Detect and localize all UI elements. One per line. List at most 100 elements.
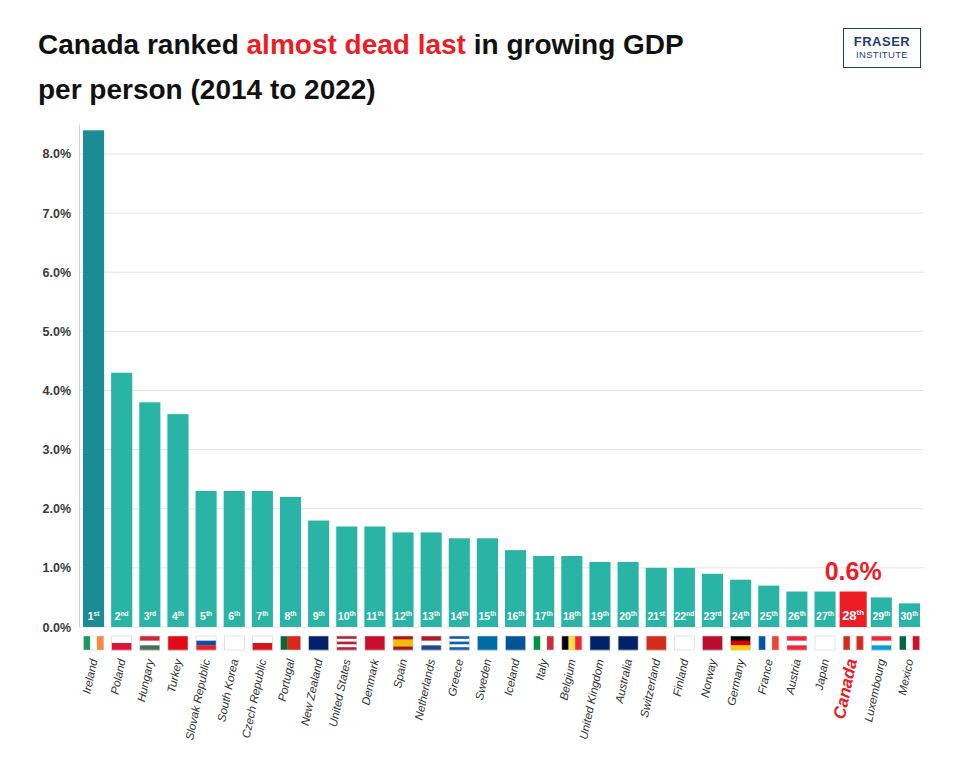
rank-number: 24 xyxy=(732,610,744,622)
category-label: Japan xyxy=(813,658,831,692)
flag-part xyxy=(857,636,864,650)
flag-border xyxy=(674,636,694,650)
flag xyxy=(871,636,891,650)
rank-suffix: st xyxy=(94,610,101,617)
flag-part xyxy=(575,636,582,650)
bar xyxy=(871,597,892,627)
flag-part xyxy=(90,636,97,650)
category-label: Germany xyxy=(725,657,747,707)
category-label: Austria xyxy=(783,658,802,696)
logo: FRASERINSTITUTE xyxy=(843,28,921,68)
flag-border xyxy=(506,636,526,650)
flag-border xyxy=(84,636,104,650)
flag-border xyxy=(646,636,666,650)
flag-part xyxy=(787,641,807,646)
flag-part xyxy=(393,636,413,640)
bar xyxy=(280,497,301,627)
flag xyxy=(112,636,132,650)
flag-part xyxy=(772,636,779,650)
grid-line xyxy=(80,213,924,214)
flag-part xyxy=(140,645,160,650)
rank-number: 17 xyxy=(535,610,547,622)
category-label: Mexico xyxy=(896,657,915,696)
bar xyxy=(589,562,610,627)
flag xyxy=(646,636,666,650)
flag-part xyxy=(871,636,891,641)
bar xyxy=(786,592,807,627)
flag-part xyxy=(899,636,906,650)
flag-border xyxy=(421,636,441,650)
bar xyxy=(477,538,498,627)
rank-label: 12th xyxy=(394,610,412,622)
flag-part xyxy=(534,636,541,650)
category-label: Sweden xyxy=(473,658,493,701)
bar xyxy=(139,402,160,627)
category-label: United Kingdom xyxy=(577,658,606,741)
flag-part xyxy=(84,636,91,650)
rank-suffix: th xyxy=(857,608,865,617)
flag-border xyxy=(787,636,807,650)
rank-number: 28 xyxy=(842,608,856,623)
flag xyxy=(506,636,526,650)
flag-part xyxy=(309,636,329,650)
flag xyxy=(84,636,104,650)
bar xyxy=(618,562,639,627)
bar xyxy=(646,568,667,627)
bar xyxy=(83,130,104,627)
rank-number: 11 xyxy=(366,610,377,622)
flag-part xyxy=(393,640,413,644)
rank-suffix: rd xyxy=(150,610,157,617)
flag xyxy=(843,636,863,650)
flag xyxy=(618,636,638,650)
category-label: Iceland xyxy=(502,657,522,696)
flag-part xyxy=(421,641,441,646)
rank-suffix: th xyxy=(406,610,412,617)
flag-border xyxy=(337,636,357,650)
flag xyxy=(815,636,835,650)
flag-part xyxy=(477,636,497,650)
flag-border xyxy=(224,636,244,650)
flag xyxy=(534,636,554,650)
rank-number: 14 xyxy=(450,610,462,622)
category-label: Finland xyxy=(671,657,691,697)
flag-part xyxy=(913,636,920,650)
flag xyxy=(731,636,751,650)
y-tick-label: 1.0% xyxy=(43,561,72,575)
bar xyxy=(840,592,867,627)
flag-border xyxy=(731,636,751,650)
rank-label: 8th xyxy=(285,610,297,622)
flag-part xyxy=(562,636,569,650)
rank-label: 13th xyxy=(422,610,440,622)
rank-suffix: th xyxy=(575,610,581,617)
rank-label: 3rd xyxy=(144,610,156,622)
flag-part xyxy=(421,645,441,650)
rank-number: 27 xyxy=(816,610,828,622)
rank-label: 30th xyxy=(901,610,919,622)
rank-suffix: th xyxy=(234,610,240,617)
category-label: Greece xyxy=(446,658,466,697)
flag-part xyxy=(224,636,244,650)
rank-label: 28th xyxy=(842,608,864,623)
flag-part xyxy=(287,636,294,650)
rank-label: 6th xyxy=(228,610,240,622)
grid-line xyxy=(80,331,924,332)
rank-suffix: th xyxy=(178,610,184,617)
rank-label: 24th xyxy=(732,610,750,622)
bar xyxy=(224,491,245,627)
flag xyxy=(449,636,469,650)
flag xyxy=(477,636,497,650)
rank-label: 10th xyxy=(338,610,356,622)
bar xyxy=(561,556,582,627)
flag xyxy=(899,636,919,650)
y-tick-label: 6.0% xyxy=(43,266,72,280)
flag-border xyxy=(168,636,188,650)
flag-border xyxy=(196,636,216,650)
flag-part xyxy=(252,636,272,643)
bar xyxy=(730,580,751,627)
flag xyxy=(590,636,610,650)
rank-suffix: th xyxy=(631,610,637,617)
title: Canada ranked almost dead last in growin… xyxy=(38,22,718,112)
flag-part xyxy=(646,636,666,650)
rank-label: 25th xyxy=(760,610,778,622)
rank-suffix: th xyxy=(518,610,524,617)
